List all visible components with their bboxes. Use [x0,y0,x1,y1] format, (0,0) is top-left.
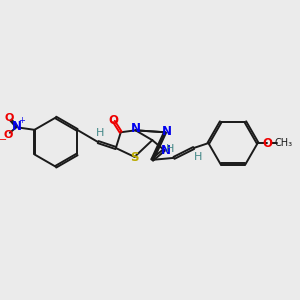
Text: H: H [96,128,104,138]
Text: N: N [161,143,171,157]
Text: H: H [194,152,202,162]
Text: +: + [18,116,25,125]
Text: −: − [0,135,7,145]
Text: H: H [166,144,174,154]
Text: N: N [130,122,141,135]
Text: N: N [12,120,22,134]
Text: CH₃: CH₃ [274,138,292,148]
Text: N: N [162,125,172,138]
Text: O: O [4,113,14,123]
Text: S: S [130,152,139,164]
Text: O: O [262,136,272,150]
Text: O: O [3,130,13,140]
Text: O: O [108,114,118,127]
